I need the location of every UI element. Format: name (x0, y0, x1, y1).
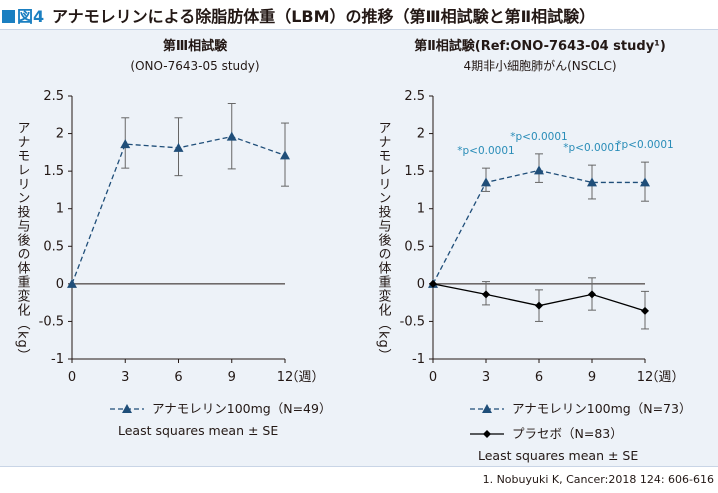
x-tick-label: 0 (68, 370, 76, 385)
y-tick-label: 1 (56, 202, 64, 217)
data-point (587, 177, 597, 187)
data-point (588, 290, 596, 299)
legend-label: プラセボ（N=83） (512, 426, 623, 441)
data-point (429, 279, 437, 288)
x-tick-label: 6 (174, 370, 182, 385)
data-point (640, 177, 650, 187)
chart-panel: 第Ⅲ相試験 (ONO-7643-05 study) 2.5 2 1.5 1 0.5 0 -0.5… (0, 29, 718, 467)
data-point (534, 165, 544, 175)
x-tick-label: 6 (535, 370, 543, 385)
y-tick-label: -1 (51, 352, 64, 367)
data-point (173, 142, 184, 152)
x-tick-label: 9 (228, 370, 236, 385)
significance-label: *p<0.0001 (616, 139, 673, 151)
data-point (120, 139, 131, 149)
y-tick-label: 2 (417, 127, 425, 142)
data-point (481, 177, 491, 187)
data-point (641, 306, 649, 315)
legend-label: アナモレリン100mg（N=49） (152, 401, 331, 416)
chart-subtitle: 4期非小細胞肺がん(NSCLC) (463, 58, 616, 73)
legend-marker (483, 430, 491, 438)
y-tick-label: 1.5 (43, 164, 64, 179)
y-tick-label: -0.5 (400, 314, 425, 329)
data-point (226, 131, 237, 141)
series-line (432, 169, 645, 285)
significance-label: *p<0.0001 (457, 145, 514, 157)
figure-tag-square-icon (2, 10, 15, 23)
chart-title: 第Ⅲ相試験 (163, 38, 228, 54)
charts-svg: 第Ⅲ相試験 (ONO-7643-05 study) 2.5 2 1.5 1 0.5 0 -0.5… (15, 38, 692, 463)
legend-marker (122, 404, 132, 413)
data-point (280, 150, 290, 160)
data-point (482, 290, 490, 299)
y-tick-label: 0.5 (43, 239, 64, 254)
figure-tag-label: 図4 (17, 7, 45, 26)
legend-note: Least squares mean ± SE (118, 423, 278, 438)
x-axis-unit: （週） (645, 370, 684, 385)
x-tick-label: 0 (429, 370, 437, 385)
figure-title: アナモレリンによる除脂肪体重（LBM）の推移（第Ⅲ相試験と第Ⅱ相試験） (52, 7, 596, 26)
y-tick-label: 0 (417, 277, 425, 292)
x-tick-label: 9 (588, 370, 596, 385)
legend-label: アナモレリン100mg（N=73） (512, 401, 691, 416)
x-tick-label: 12 (637, 370, 654, 385)
figure-title-bar: 図4 アナモレリンによる除脂肪体重（LBM）の推移（第Ⅲ相試験と第Ⅱ相試験） (0, 0, 718, 30)
y-tick-label: -1 (412, 352, 425, 367)
y-tick-label: 2.5 (43, 89, 64, 104)
x-tick-label: 3 (121, 370, 129, 385)
chart-subtitle: (ONO-7643-05 study) (130, 59, 259, 73)
chart-title: 第Ⅱ相試験(Ref:ONO-7643-04 study¹) (414, 38, 666, 54)
y-axis-label: アナモレリン投与後の体重変化（kg） (376, 121, 392, 363)
figure-tag: 図4 (2, 3, 44, 27)
y-tick-label: -0.5 (39, 314, 64, 329)
legend-note: Least squares mean ± SE (478, 448, 638, 463)
legend-marker (482, 404, 492, 413)
data-point (535, 301, 543, 310)
x-axis-unit: （週） (285, 370, 324, 385)
data-point (67, 278, 77, 288)
y-tick-label: 0 (56, 277, 64, 292)
citation-footnote: 1. Nobuyuki K, Cancer:2018 124: 606-616 (482, 473, 714, 486)
y-tick-label: 2 (56, 127, 64, 142)
y-tick-label: 0.5 (404, 239, 425, 254)
y-axis-label: アナモレリン投与後の体重変化（kg） (15, 121, 31, 363)
y-tick-label: 1.5 (404, 164, 425, 179)
significance-label: *p<0.0001 (563, 142, 620, 154)
x-tick-label: 3 (482, 370, 490, 385)
x-tick-label: 12 (277, 370, 294, 385)
significance-label: *p<0.0001 (510, 131, 567, 143)
y-tick-label: 2.5 (404, 89, 425, 104)
y-tick-label: 1 (417, 202, 425, 217)
